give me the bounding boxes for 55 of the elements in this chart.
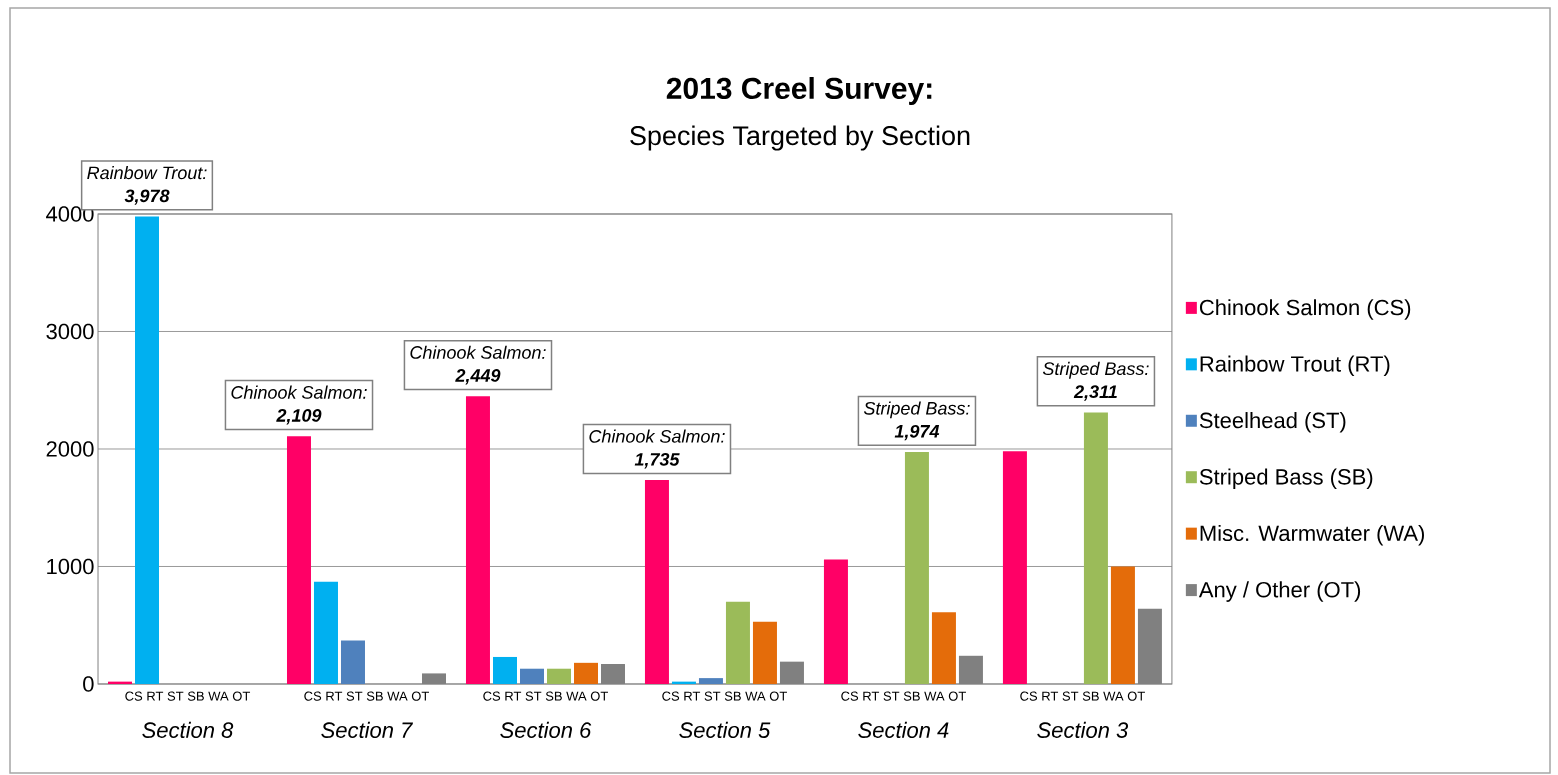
data-label: 1,974 [894, 424, 940, 441]
annotation: Chinook Salmon: [589, 429, 725, 443]
text: CS RT ST SB WA OT [841, 691, 966, 701]
bar [931, 612, 956, 684]
annotation: Chinook Salmon: [410, 345, 546, 359]
bar [340, 640, 365, 684]
y-tick-label: 2000 [46, 441, 94, 457]
x-tick-label: Section 4 [858, 721, 949, 738]
bar [904, 452, 929, 684]
legend-label: Misc. Warmwater (WA) [1200, 524, 1424, 546]
annotation: Striped Bass: [863, 401, 970, 419]
legend-label: Rainbow Trout (RT) [1200, 355, 1390, 377]
bar [546, 668, 571, 684]
annotation: Striped Bass: [1042, 361, 1149, 379]
x-tick-label: Section 6 [500, 721, 592, 738]
legend-label: Any / Other (OT) [1198, 581, 1361, 602]
bar [519, 668, 544, 684]
y-tick-label: 1000 [47, 558, 94, 575]
legend-label: Chinook Salmon (CS) [1199, 299, 1411, 320]
bar [135, 216, 159, 684]
y-tick-label: 3000 [46, 323, 94, 340]
bar [644, 480, 669, 684]
x-tick-label: Section 5 [679, 721, 771, 738]
data-label: 2,449 [455, 369, 501, 385]
annotation: Chinook Salmon: [231, 385, 367, 399]
data-label: 1,735 [634, 453, 680, 469]
legend-label: Steelhead (ST) [1199, 412, 1346, 433]
x-tick-label: Section 3 [1037, 721, 1129, 738]
x-tick-label: Section 8 [142, 721, 234, 738]
bar [573, 662, 598, 684]
text: CS RT ST SB WA OT [662, 691, 787, 701]
text: Rainbow Trout: [87, 165, 207, 180]
bar [725, 601, 750, 684]
x-tick-label: Section 7 [321, 721, 413, 738]
text: CS RT ST SB WA OT [1020, 691, 1145, 701]
data-label: 3,978 [124, 189, 170, 205]
chart-title: 2013 Creel Survey: [666, 77, 932, 105]
y-tick-label: 0 [83, 676, 94, 692]
data-label: 2,109 [276, 409, 322, 425]
text: CS RT ST SB WA OT [304, 691, 430, 701]
text: CS RT ST SB WA OT [125, 691, 251, 701]
bar [1110, 566, 1135, 684]
bar [1083, 412, 1108, 684]
legend-label: Striped Bass (SB) [1199, 468, 1373, 489]
bar [1002, 451, 1027, 684]
bar [286, 436, 311, 684]
bar [313, 581, 338, 684]
data-label: 2,311 [1073, 385, 1117, 401]
bar [752, 621, 777, 684]
bar [465, 396, 490, 684]
bar [492, 656, 517, 684]
text: CS RT ST SB WA OT [483, 691, 608, 701]
chart-subtitle: Species Targeted by Section [630, 125, 970, 151]
bar [698, 678, 723, 684]
bar [823, 559, 848, 684]
